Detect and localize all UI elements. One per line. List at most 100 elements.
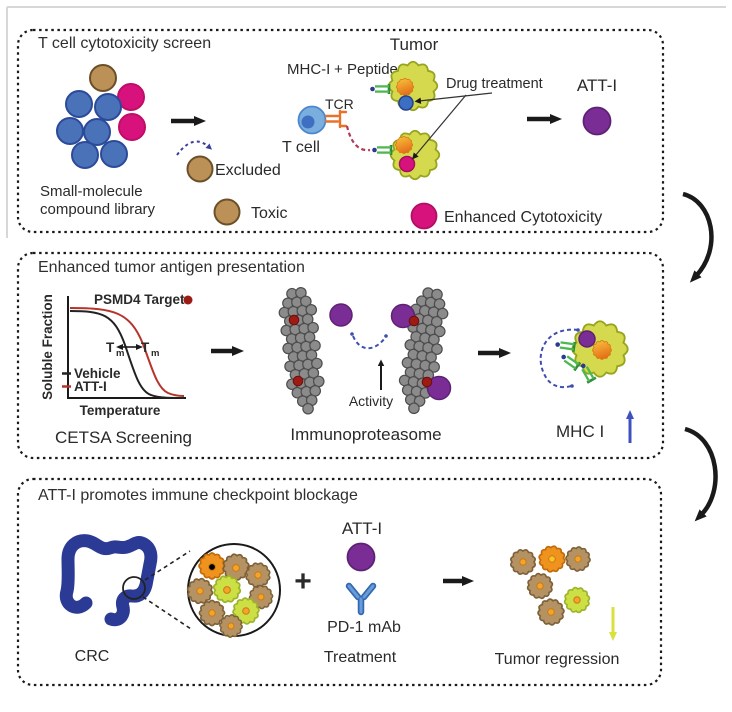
tumor-label: Tumor (390, 35, 439, 54)
compound-circle-blue (94, 93, 122, 121)
magnifier-dashed-line (142, 596, 192, 630)
target-dot (183, 295, 193, 305)
psmd4-site-dot (288, 314, 300, 326)
mhc-i-result-label: MHC I (556, 422, 604, 441)
att-i-melt-curve (69, 307, 185, 397)
psmd4-site-dot (408, 315, 420, 327)
excluded-compound-circle (186, 155, 214, 183)
mhc-complex-icon (368, 82, 391, 96)
mhc-complex-icon (370, 143, 393, 157)
drug-treatment-label: Drug treatment (446, 76, 543, 92)
panel-connector-arrow-2 (684, 426, 718, 522)
compound-circle-tan (89, 64, 117, 92)
panel-3-title: ATT-I promotes immune checkpoint blockag… (38, 487, 358, 504)
dash-dot (576, 328, 580, 332)
att-i-molecule (329, 303, 353, 327)
psmd4-site-dot (292, 375, 304, 387)
binding-dashed-arrow (352, 335, 386, 350)
treatment-label: Treatment (324, 649, 397, 666)
tumor-regression-label: Tumor regression (495, 651, 620, 668)
tumor-cell-untreated (387, 60, 439, 112)
t-cell-label: T cell (282, 139, 320, 156)
cetsa-plot: PSMD4 Target Soluble Fraction T m T m Ve… (40, 292, 193, 447)
plus-sign: + (334, 61, 343, 78)
compound-circle-magenta (117, 83, 145, 111)
antibody-icon (345, 582, 377, 616)
legend-atti: ATT-I (74, 379, 107, 394)
compound-circle-blue (56, 117, 84, 145)
mhc-complex-icon (553, 337, 577, 354)
dash-dot (350, 332, 354, 336)
tcr-label: TCR (325, 96, 354, 112)
tcr-icon (324, 109, 348, 129)
tm-atti-sub: m (151, 348, 159, 359)
att-i-label: ATT-I (342, 519, 382, 538)
library-label-line2: compound library (40, 201, 156, 218)
colon-icon (59, 534, 158, 627)
pd1-mab-label: PD-1 mAb (327, 619, 401, 636)
magnifier-source-circle (122, 576, 146, 600)
legend-vehicle: Vehicle (74, 366, 121, 381)
plot-legend: Vehicle ATT-I (62, 366, 121, 394)
drug-pointer-line (414, 92, 493, 105)
plus-sign: + (294, 565, 312, 598)
att-i-bound-molecule (426, 375, 452, 401)
mhc-i-label: MHC-I (287, 61, 330, 78)
hit-compound-dot (398, 155, 416, 173)
compound-circle-blue (65, 90, 93, 118)
panel-antigen-presentation: Enhanced tumor antigen presentation PSMD… (16, 251, 665, 460)
excluded-label: Excluded (215, 162, 281, 179)
toxic-compound-circle (213, 198, 241, 226)
panel-1-title: T cell cytotoxicity screen (38, 35, 211, 52)
magnifier-dashed-line (144, 550, 191, 581)
antigen-presenting-tumor-cell (539, 320, 629, 389)
panel-1-border (16, 28, 665, 234)
panel-3-border (16, 477, 663, 687)
panel-checkpoint-blockage: ATT-I promotes immune checkpoint blockag… (16, 477, 663, 687)
y-axis-label: Soluble Fraction (40, 294, 55, 400)
crc-label: CRC (75, 648, 110, 665)
plot-axes (67, 296, 186, 399)
panel-2-title: Enhanced tumor antigen presentation (38, 259, 305, 276)
dash-dot (384, 334, 388, 338)
compound-circle-magenta (118, 113, 146, 141)
tm-arrowhead-left (116, 344, 123, 350)
tcr-engagement-dashed-arrow (345, 125, 371, 152)
x-axis-label: Temperature (80, 403, 161, 418)
mhc-peptide-label: MHC-I + Peptide (287, 61, 398, 78)
peptide-label: Peptide (347, 61, 398, 78)
immunoproteasome-label: Immunoproteasome (290, 425, 441, 444)
compound-circle-blue (83, 118, 111, 146)
tm-vehicle-sub: m (116, 348, 124, 359)
drug-pointer-line (412, 94, 467, 160)
immunoproteasome-group: Activity Immunoproteasome (276, 285, 452, 444)
panel-2-border (16, 251, 665, 460)
excluded-arc-arrow (176, 140, 213, 156)
activity-label: Activity (349, 393, 393, 409)
compound-circle-blue (100, 140, 128, 168)
tumor-mass-cells (183, 549, 276, 639)
vehicle-melt-curve (69, 310, 185, 399)
toxic-label: Toxic (251, 205, 287, 222)
att-i-compound-circle (346, 542, 376, 572)
presentation-dashed-arc (539, 328, 579, 389)
vehicle-compound-dot (398, 95, 414, 111)
enhanced-cytotoxicity-circle (410, 202, 438, 230)
tm-vehicle: T (106, 340, 115, 355)
panel-cytotoxicity-screen: T cell cytotoxicity screen Small-molecul… (16, 28, 665, 234)
tm-atti: T (141, 340, 150, 355)
proteasome-structure-left (276, 285, 328, 417)
att-i-label: ATT-I (577, 76, 617, 95)
att-i-in-cell-dot (578, 330, 596, 348)
t-cell-nucleus (301, 115, 315, 129)
library-label-line1: Small-molecule (40, 183, 143, 200)
att-i-compound-circle (582, 106, 612, 136)
tm-arrowhead-right (136, 344, 143, 350)
psmd4-site-dot (421, 376, 433, 388)
compound-library-cluster (56, 64, 146, 169)
regressed-tumor-cells (506, 539, 596, 631)
compound-circle-blue (71, 141, 99, 169)
tm-shift-annotation: T m T m (106, 340, 159, 359)
